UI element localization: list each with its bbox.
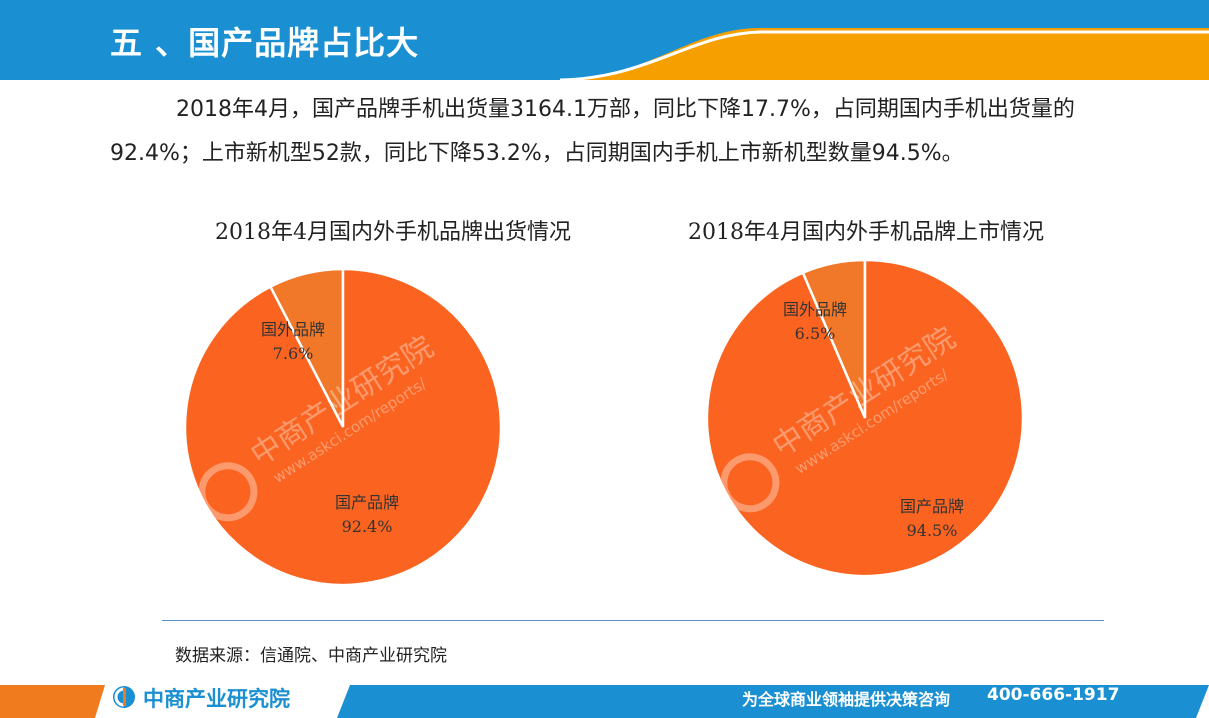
intro-text: 2018年4月，国产品牌手机出货量3164.1万部，同比下降17.7%，占同期国… — [110, 88, 1120, 176]
pie-charts: 国外品牌7.6%国产品牌92.4%中商产业研究院www.askci.com/re… — [183, 258, 1025, 587]
pie-1-slice-2-name: 国产品牌 — [335, 493, 399, 512]
footer-brand: 中商产业研究院 — [143, 687, 290, 711]
pie-1-slice-2-value: 92.4% — [342, 517, 393, 536]
pie-1-slice-1-name: 国外品牌 — [261, 320, 325, 339]
pie-2-slice-2-name: 国产品牌 — [900, 497, 964, 516]
pie-1-slice-2 — [183, 267, 503, 587]
footer-phone: 400-666-1917 — [987, 685, 1120, 705]
page-title: 五 、国产品牌占比大 — [110, 24, 420, 62]
header-background — [0, 0, 1209, 80]
pie-1-watermark-logo-icon — [198, 462, 258, 522]
chart-1-title: 2018年4月国内外手机品牌出货情况 — [215, 220, 571, 245]
data-source: 数据来源：信通院、中商产业研究院 — [175, 646, 447, 666]
company-logo-icon — [113, 686, 135, 708]
pie-2-slice-1-name: 国外品牌 — [783, 300, 847, 319]
footer-background — [0, 685, 1209, 718]
pie-2-slice-1-value: 6.5% — [795, 324, 836, 343]
chart-2-title: 2018年4月国内外手机品牌上市情况 — [688, 220, 1044, 245]
intro-paragraph: 2018年4月，国产品牌手机出货量3164.1万部，同比下降17.7%，占同期国… — [110, 97, 1075, 166]
footer-bar — [0, 683, 1209, 718]
header-banner: 五 、国产品牌占比大 — [0, 0, 1209, 80]
pie-2-slice-2 — [705, 258, 1025, 578]
pie-2-watermark-logo-icon — [720, 453, 780, 513]
pie-2-slice-2-value: 94.5% — [907, 521, 958, 540]
footer-slogan: 为全球商业领袖提供决策咨询 — [742, 690, 951, 709]
pie-1-slice-1-value: 7.6% — [273, 344, 314, 363]
divider — [162, 620, 1104, 621]
